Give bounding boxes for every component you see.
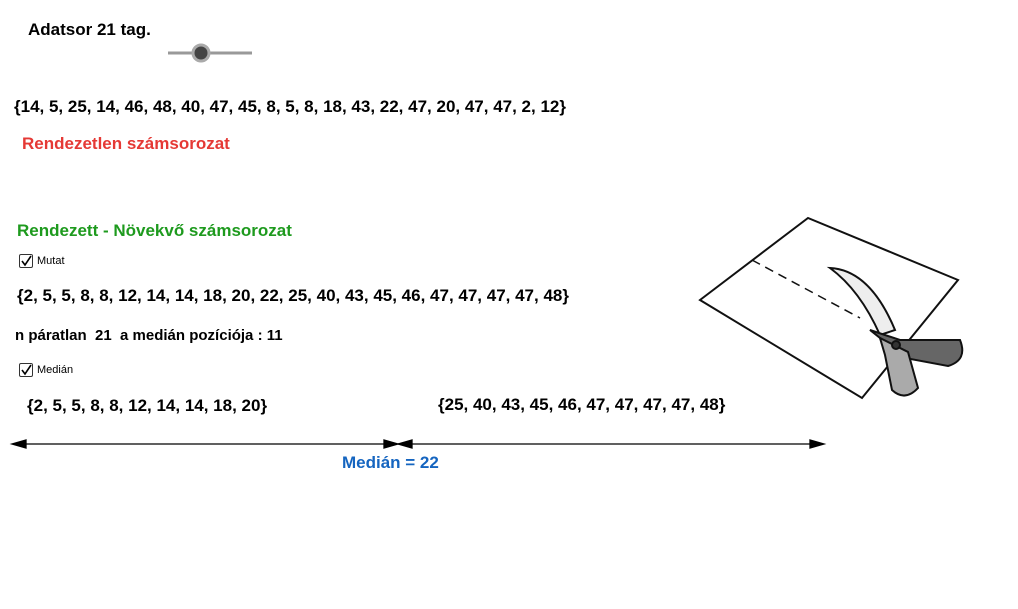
show-checkbox[interactable]: Mutat <box>19 254 65 268</box>
slider-knob[interactable] <box>191 43 211 63</box>
lower-half: {2, 5, 5, 8, 8, 12, 14, 14, 18, 20} <box>27 396 268 415</box>
median-result: Medián = 22 <box>342 453 439 472</box>
unsorted-label: Rendezetlen számsorozat <box>22 134 230 153</box>
checkbox-label: Medián <box>37 364 74 376</box>
scissors-illustration <box>698 216 964 400</box>
arrows <box>9 439 827 449</box>
position-text: n páratlan 21 a medián pozíciója : 11 <box>15 327 283 344</box>
checkbox-label: Mutat <box>37 255 65 267</box>
unsorted-list: {14, 5, 25, 14, 46, 48, 40, 47, 45, 8, 5… <box>14 97 566 116</box>
sorted-list: {2, 5, 5, 8, 8, 12, 14, 14, 18, 20, 22, … <box>17 286 569 305</box>
upper-half: {25, 40, 43, 45, 46, 47, 47, 47, 47, 48} <box>438 395 726 414</box>
sorted-label: Rendezett - Növekvő számsorozat <box>17 221 292 240</box>
title: Adatsor 21 tag. <box>28 20 151 39</box>
median-checkbox[interactable]: Medián <box>19 363 73 377</box>
